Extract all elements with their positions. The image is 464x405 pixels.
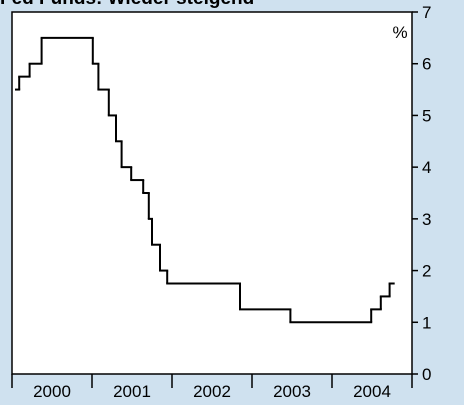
y-tick-label: 5 — [422, 106, 431, 125]
y-tick-label: 2 — [422, 262, 431, 281]
x-tick-label: 2004 — [353, 382, 391, 401]
x-tick-label: 2001 — [113, 382, 151, 401]
y-tick-label: 1 — [422, 313, 431, 332]
x-tick-label: 2002 — [193, 382, 231, 401]
y-unit: % — [392, 23, 407, 42]
x-tick-label: 2003 — [273, 382, 311, 401]
chart-title: Fed Funds: Wieder steigend — [0, 0, 254, 9]
y-tick-label: 4 — [422, 158, 431, 177]
x-tick-label: 2000 — [33, 382, 71, 401]
y-tick-label: 3 — [422, 210, 431, 229]
y-tick-label: 6 — [422, 55, 431, 74]
y-tick-label: 0 — [422, 365, 431, 384]
y-tick-label: 7 — [422, 3, 431, 22]
plot-area — [11, 11, 413, 375]
